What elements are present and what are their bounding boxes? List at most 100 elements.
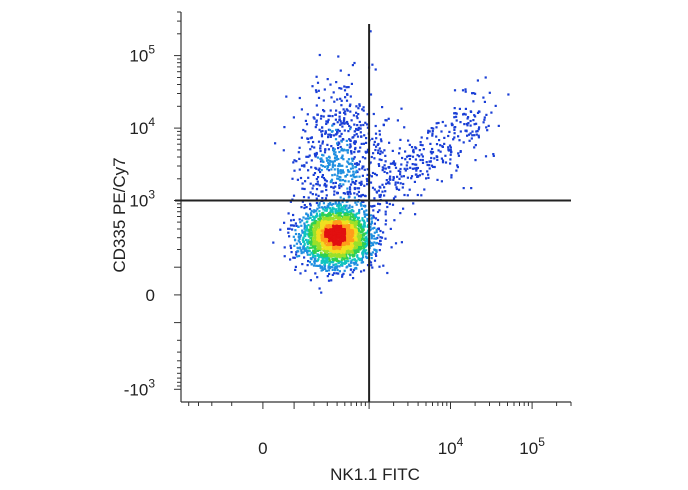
event-point [355, 127, 358, 131]
event-point [347, 180, 350, 183]
event-point [321, 159, 324, 162]
event-point [327, 265, 330, 268]
event-point [313, 222, 316, 225]
event-point [448, 144, 452, 147]
event-point [357, 163, 360, 166]
event-point [294, 232, 298, 236]
event-point [324, 242, 327, 245]
event-point [342, 149, 345, 152]
event-point [473, 134, 476, 137]
event-point [312, 253, 315, 256]
event-point [317, 228, 320, 231]
event-point [477, 136, 480, 139]
event-point [347, 130, 350, 133]
event-point [312, 140, 315, 144]
event-point [307, 141, 310, 144]
event-point [337, 226, 340, 229]
event-point [421, 158, 424, 162]
event-point [308, 249, 311, 252]
event-point [347, 220, 350, 223]
event-point [476, 79, 479, 82]
event-point [333, 269, 337, 272]
event-point [378, 164, 381, 167]
event-point [365, 141, 368, 144]
event-point [357, 258, 360, 261]
event-point [335, 235, 338, 238]
event-point [335, 128, 338, 131]
event-point [310, 263, 313, 266]
event-point [354, 226, 357, 229]
event-point [348, 190, 352, 194]
event-point [292, 194, 296, 197]
event-point [329, 265, 332, 269]
event-point [353, 258, 357, 261]
event-point [365, 235, 368, 238]
event-point [365, 137, 368, 140]
event-point [413, 180, 416, 183]
event-point [312, 184, 315, 187]
event-point [447, 146, 450, 149]
event-point [457, 154, 460, 157]
event-point [355, 212, 358, 215]
event-point [477, 134, 480, 137]
event-point [333, 148, 336, 151]
event-point [472, 100, 475, 103]
event-point [341, 169, 344, 172]
event-point [318, 206, 321, 209]
event-point [342, 158, 345, 161]
event-point [321, 258, 324, 261]
event-point [304, 230, 307, 233]
event-point [353, 247, 356, 250]
event-point [360, 142, 363, 145]
event-point [471, 92, 474, 95]
event-point [384, 213, 387, 216]
event-point [357, 229, 360, 232]
event-point [441, 159, 445, 162]
event-point [310, 166, 313, 169]
event-point [336, 142, 339, 145]
event-point [338, 220, 341, 223]
event-point [304, 233, 307, 236]
event-point [325, 120, 328, 123]
event-point [343, 129, 346, 132]
event-point [475, 130, 478, 133]
event-point [388, 141, 391, 144]
event-point [381, 190, 384, 193]
event-point [438, 139, 441, 142]
event-point [363, 221, 366, 224]
event-point [355, 267, 358, 270]
event-point [379, 152, 382, 156]
event-point [347, 73, 350, 77]
event-point [321, 142, 324, 145]
event-point [316, 238, 319, 241]
event-point [388, 166, 391, 169]
event-point [467, 116, 470, 119]
event-point [347, 244, 350, 247]
event-point [317, 245, 320, 248]
event-point [333, 272, 336, 275]
event-point [376, 143, 379, 146]
event-point [449, 146, 452, 149]
event-point [339, 183, 342, 186]
event-point [391, 162, 395, 165]
event-point [329, 109, 332, 112]
event-point [384, 219, 388, 222]
event-point [331, 268, 334, 271]
event-point [360, 180, 363, 183]
event-point [335, 250, 339, 253]
event-point [392, 197, 396, 200]
event-point [325, 188, 328, 192]
event-point [369, 252, 372, 255]
event-point [358, 224, 361, 227]
event-point [332, 161, 335, 164]
event-point [469, 110, 472, 113]
event-point [371, 227, 374, 230]
event-point [291, 177, 294, 180]
y-tick-label: 0 [146, 286, 155, 305]
event-point [331, 163, 334, 166]
event-point [291, 224, 294, 227]
event-point [328, 262, 331, 265]
event-point [349, 95, 352, 98]
x-axis-title: NK1.1 FITC [330, 465, 420, 484]
event-point [347, 225, 350, 228]
